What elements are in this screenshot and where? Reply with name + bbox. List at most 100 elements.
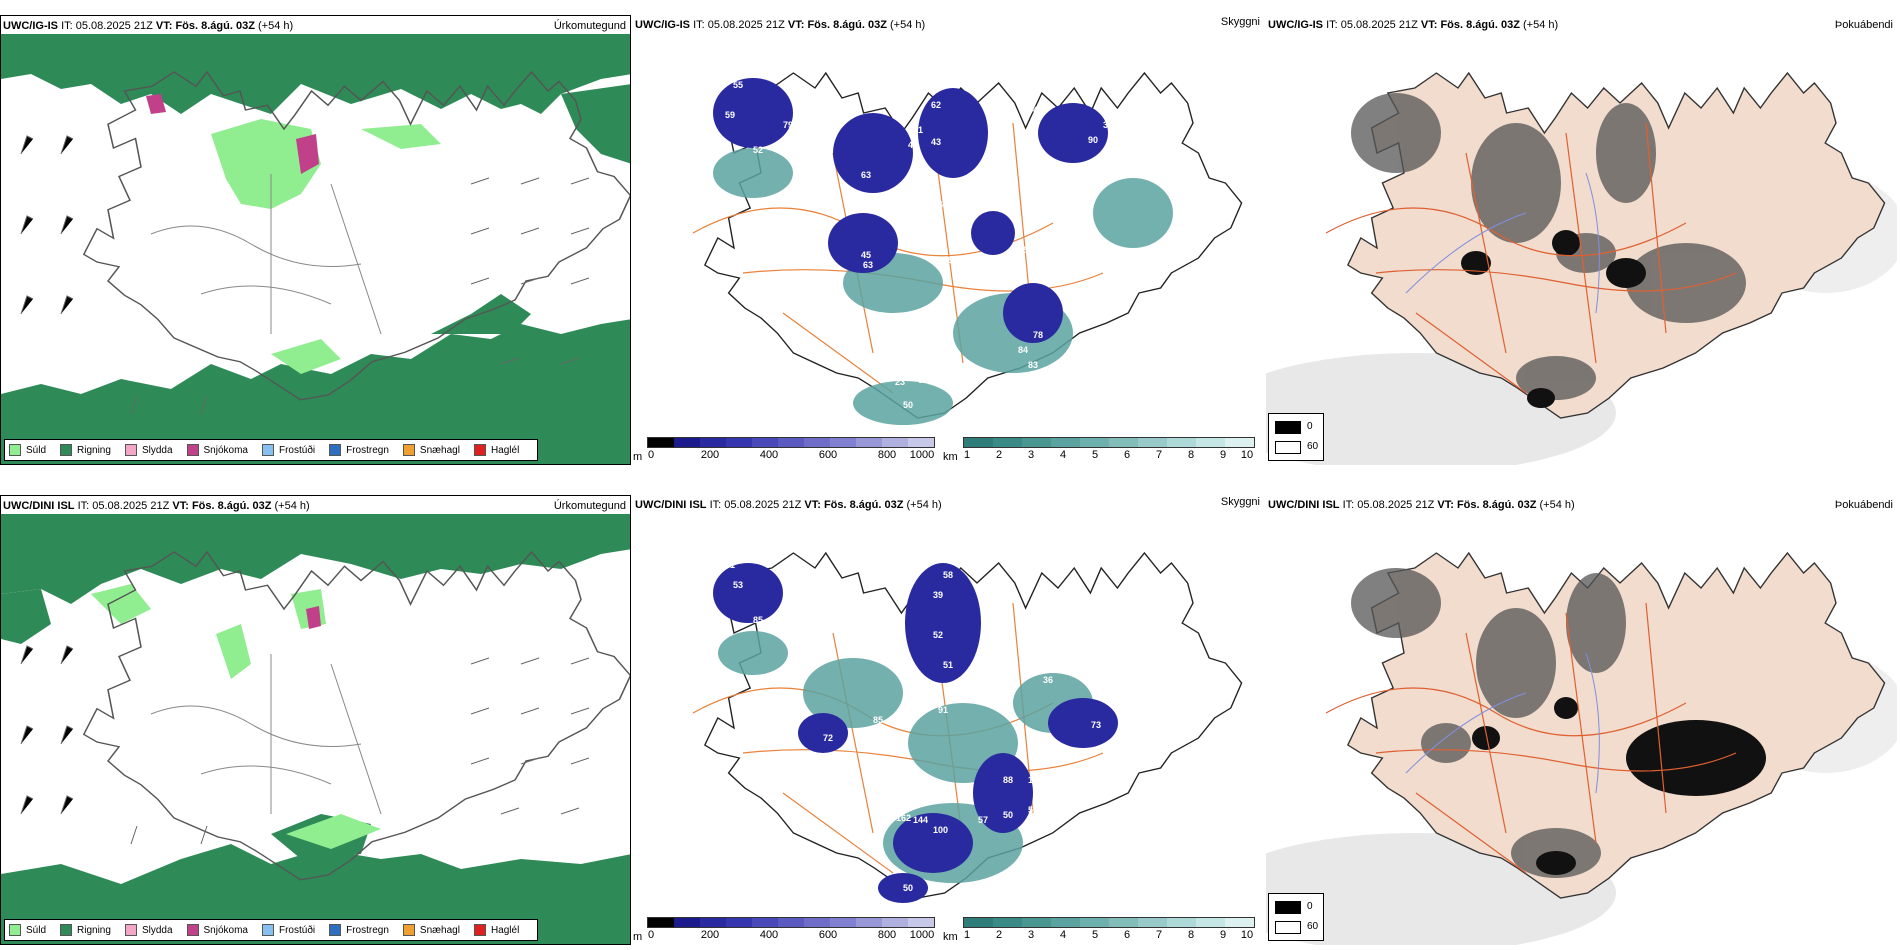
- svg-text:144: 144: [913, 815, 928, 825]
- wind-barbs: [20, 135, 590, 415]
- svg-text:63: 63: [863, 260, 873, 270]
- svg-text:25: 25: [1033, 655, 1043, 665]
- svg-text:43: 43: [931, 137, 941, 147]
- svg-text:45: 45: [918, 165, 928, 175]
- svg-text:50: 50: [903, 883, 913, 893]
- svg-text:52: 52: [933, 630, 943, 640]
- svg-text:57: 57: [978, 815, 988, 825]
- svg-text:10: 10: [1028, 775, 1038, 785]
- drizzle-area-1: [211, 119, 321, 209]
- svg-text:52: 52: [753, 145, 763, 155]
- legend-item: Frostúði: [261, 924, 315, 936]
- cloud-vis-panel-1: UWC/IG-IS IT: 05.08.2025 21Z VT: Fös. 8.…: [633, 15, 1264, 465]
- svg-text:73: 73: [1091, 720, 1101, 730]
- panel-header: UWC/DINI ISL IT: 05.08.2025 21Z VT: Fös.…: [3, 500, 310, 512]
- fog-dark-areas: [1351, 568, 1626, 878]
- svg-text:45: 45: [933, 200, 943, 210]
- svg-text:88: 88: [1003, 775, 1013, 785]
- svg-text:74: 74: [993, 265, 1003, 275]
- panel-header: UWC/IG-IS IT: 05.08.2025 21Z VT: Fös. 8.…: [1268, 19, 1559, 31]
- legend-item: Rigning: [60, 924, 111, 936]
- precip-type-panel-1: UWC/IG-IS IT: 05.08.2025 21Z VT: Fös. 8.…: [0, 15, 631, 465]
- legend-item: Snæhagl: [402, 924, 460, 936]
- rain-area-north: [1, 34, 630, 114]
- svg-text:63: 63: [861, 170, 871, 180]
- svg-text:58: 58: [943, 570, 953, 580]
- legend-item: Súld: [9, 444, 46, 456]
- panel-title: Úrkomutegund: [553, 500, 626, 512]
- svg-text:91: 91: [938, 705, 948, 715]
- svg-text:72: 72: [823, 733, 833, 743]
- fog-black-areas: [1461, 230, 1646, 408]
- drizzle-area-2: [361, 124, 441, 149]
- svg-text:42: 42: [908, 140, 918, 150]
- legend-item: Rigning: [60, 444, 111, 456]
- svg-text:55: 55: [1028, 805, 1038, 815]
- visibility-colorbar: km 1 2 3 4 5 6 7 8 9 10: [943, 917, 1258, 943]
- legend-item: Frostúði: [261, 444, 315, 456]
- svg-text:59: 59: [943, 255, 953, 265]
- rain-area-east: [561, 84, 630, 164]
- svg-text:79: 79: [783, 120, 793, 130]
- fog-map: [1266, 33, 1897, 465]
- sleet-area: [306, 606, 321, 629]
- panel-title: Skyggni: [1220, 16, 1260, 28]
- svg-text:53: 53: [733, 580, 743, 590]
- svg-text:30: 30: [1103, 285, 1113, 295]
- legend-item: Snjókoma: [186, 444, 248, 456]
- svg-text:39: 39: [1103, 120, 1113, 130]
- fog-key: 0 60: [1268, 893, 1324, 941]
- legend-item: Slydda: [124, 444, 173, 456]
- cloudbase-colorbar: m 0 200 400 600 800 1000: [633, 437, 935, 463]
- panel-title: Úrkomutegund: [553, 20, 626, 32]
- svg-text:64: 64: [1028, 105, 1038, 115]
- fog-index-panel-2: UWC/DINI ISL IT: 05.08.2025 21Z VT: Fös.…: [1266, 495, 1897, 945]
- svg-text:48: 48: [923, 180, 933, 190]
- drizzle-area-1: [91, 584, 151, 624]
- cloudbase-areas: [713, 78, 1108, 343]
- fog-black-areas: [1472, 697, 1766, 875]
- svg-text:59: 59: [725, 110, 735, 120]
- svg-text:50: 50: [903, 400, 913, 410]
- panel-title: Skyggni: [1220, 496, 1260, 508]
- drizzle-area-4: [286, 814, 381, 849]
- svg-text:55: 55: [733, 80, 743, 90]
- svg-text:47: 47: [895, 195, 905, 205]
- precip-legend: Súld Rigning Slydda Snjókoma Frostúði Fr…: [4, 439, 539, 461]
- legend-item: Haglél: [473, 444, 519, 456]
- drizzle-area-2: [216, 624, 251, 679]
- svg-text:51: 51: [943, 660, 953, 670]
- svg-text:31: 31: [725, 560, 735, 570]
- legend-item: Snæhagl: [402, 444, 460, 456]
- rain-area-nw: [1, 589, 51, 644]
- svg-text:36: 36: [1043, 675, 1053, 685]
- panel-header: UWC/DINI ISL IT: 05.08.2025 21Z VT: Fös.…: [1268, 499, 1575, 511]
- panel-title: Þokuábendi: [1834, 19, 1893, 31]
- legend-item: Súld: [9, 924, 46, 936]
- svg-text:100: 100: [933, 825, 948, 835]
- cloud-vis-panel-2: UWC/DINI ISL IT: 05.08.2025 21Z VT: Fös.…: [633, 495, 1264, 945]
- legend-item: Frostregn: [329, 444, 389, 456]
- svg-text:27: 27: [1118, 120, 1128, 130]
- legend-item: Slydda: [124, 924, 173, 936]
- precip-legend: Súld Rigning Slydda Snjókoma Frostúði Fr…: [4, 919, 539, 941]
- sleet-area-2: [146, 94, 166, 114]
- fog-dark-areas: [1351, 93, 1746, 400]
- panel-header: UWC/DINI ISL IT: 05.08.2025 21Z VT: Fös.…: [635, 499, 942, 511]
- svg-text:23: 23: [895, 377, 905, 387]
- svg-text:84: 84: [1018, 345, 1028, 355]
- fog-key: 0 60: [1268, 413, 1324, 461]
- svg-text:70: 70: [1023, 225, 1033, 235]
- fog-map: [1266, 513, 1897, 945]
- sleet-area: [296, 134, 319, 174]
- legend-item: Snjókoma: [186, 924, 248, 936]
- svg-text:85: 85: [873, 715, 883, 725]
- cloudbase-areas: [713, 563, 1118, 903]
- svg-text:78: 78: [1033, 330, 1043, 340]
- wind-barbs: [20, 645, 590, 845]
- svg-text:35: 35: [1063, 665, 1073, 675]
